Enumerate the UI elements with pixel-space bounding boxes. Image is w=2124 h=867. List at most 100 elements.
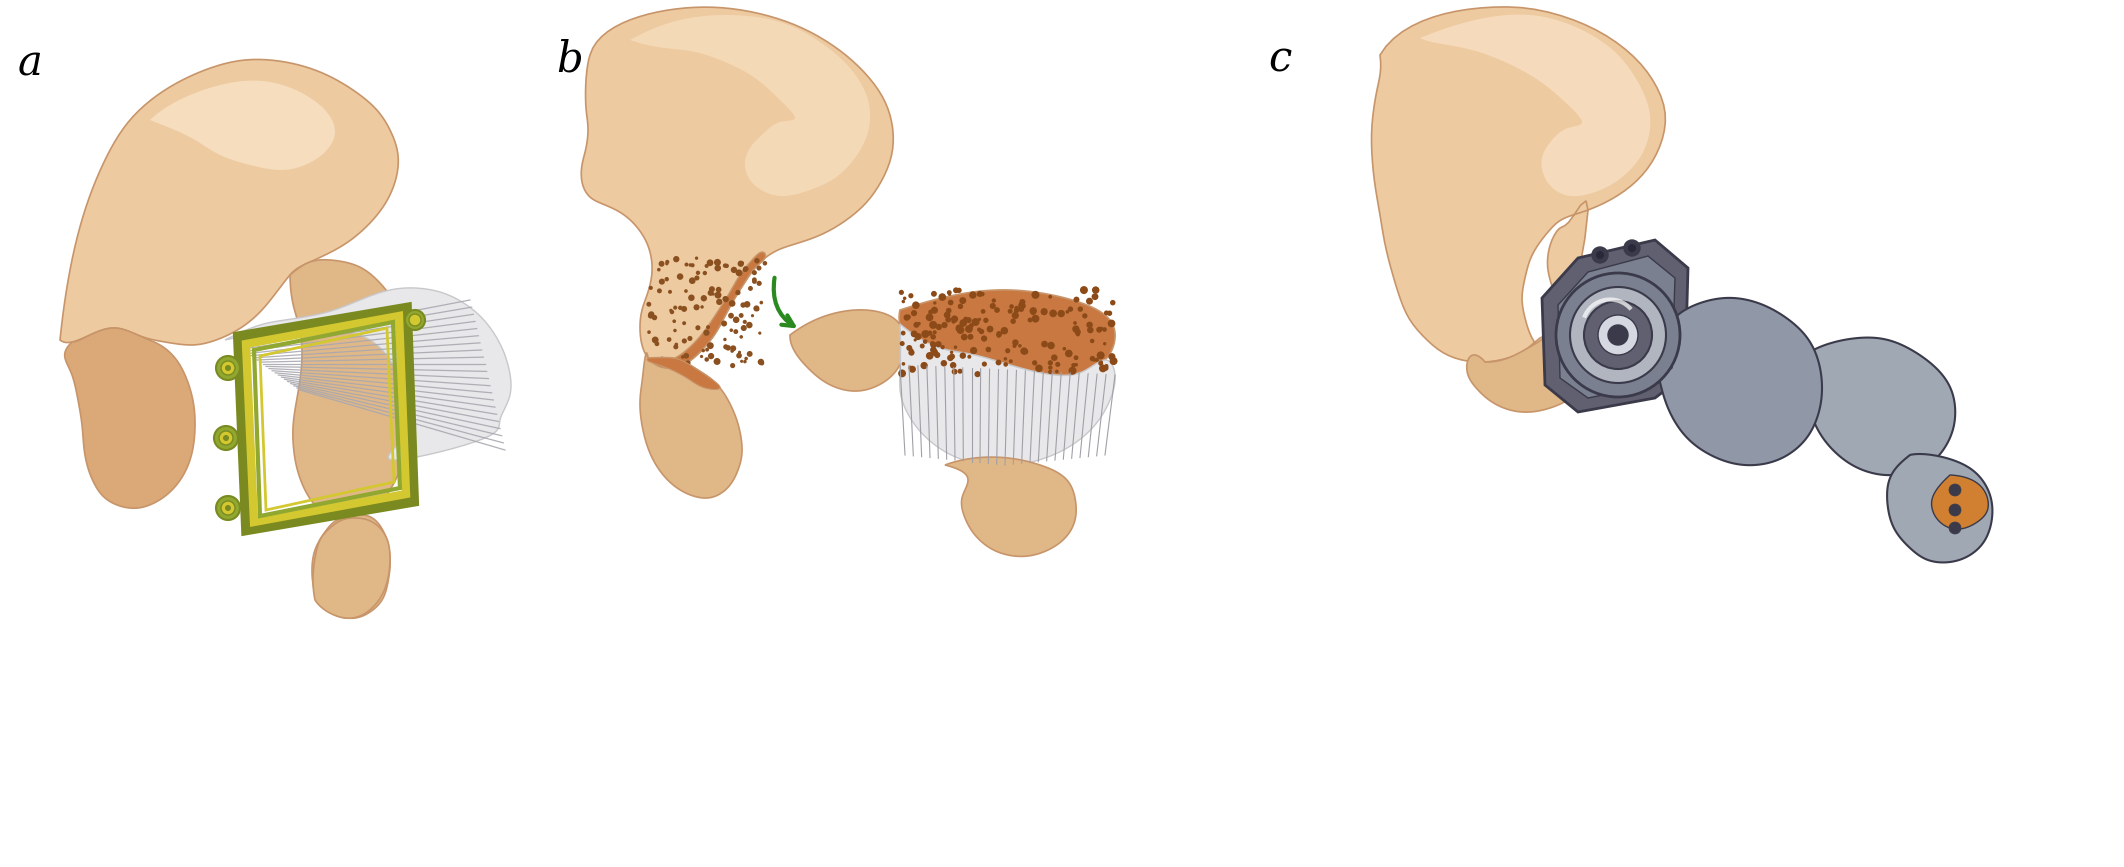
Circle shape — [729, 313, 735, 318]
Circle shape — [939, 293, 945, 301]
Circle shape — [1950, 504, 1960, 516]
Circle shape — [675, 342, 678, 346]
Circle shape — [705, 357, 709, 362]
Circle shape — [1051, 355, 1058, 361]
Circle shape — [1047, 342, 1056, 349]
Polygon shape — [631, 15, 871, 196]
Circle shape — [707, 353, 714, 359]
Circle shape — [223, 435, 229, 441]
Circle shape — [1102, 327, 1107, 332]
Circle shape — [975, 371, 981, 377]
Circle shape — [739, 336, 743, 339]
Circle shape — [1098, 364, 1107, 372]
Circle shape — [1092, 286, 1098, 294]
Polygon shape — [945, 457, 1077, 557]
Circle shape — [735, 270, 743, 277]
Circle shape — [960, 319, 966, 327]
Circle shape — [956, 326, 964, 334]
Circle shape — [648, 330, 650, 334]
Circle shape — [1608, 325, 1627, 345]
Circle shape — [695, 325, 701, 330]
Circle shape — [1028, 317, 1032, 323]
Circle shape — [752, 277, 756, 282]
Circle shape — [956, 324, 962, 332]
Circle shape — [1056, 369, 1058, 374]
Circle shape — [682, 321, 686, 325]
Polygon shape — [1799, 337, 1956, 475]
Circle shape — [928, 310, 932, 315]
Circle shape — [1102, 342, 1107, 345]
Circle shape — [1022, 349, 1028, 355]
Circle shape — [969, 323, 975, 328]
Circle shape — [930, 290, 937, 297]
Circle shape — [756, 308, 758, 311]
Circle shape — [1104, 364, 1109, 368]
Circle shape — [1015, 306, 1020, 310]
Circle shape — [922, 330, 928, 338]
Circle shape — [930, 349, 939, 356]
Circle shape — [1068, 306, 1073, 312]
Circle shape — [1017, 344, 1022, 348]
Circle shape — [690, 264, 695, 267]
Circle shape — [682, 355, 684, 359]
Circle shape — [658, 261, 665, 267]
Circle shape — [922, 339, 928, 344]
Circle shape — [996, 331, 1003, 337]
Circle shape — [709, 286, 716, 292]
Circle shape — [1007, 309, 1013, 314]
Polygon shape — [312, 515, 391, 618]
Circle shape — [1073, 297, 1079, 303]
Circle shape — [1092, 293, 1098, 300]
Circle shape — [705, 348, 709, 352]
Circle shape — [1013, 344, 1017, 348]
Circle shape — [735, 290, 741, 295]
Circle shape — [754, 258, 760, 264]
Circle shape — [1073, 355, 1079, 360]
Circle shape — [656, 289, 663, 293]
Circle shape — [688, 336, 692, 341]
Circle shape — [739, 360, 743, 363]
Circle shape — [901, 330, 905, 336]
Circle shape — [930, 342, 937, 349]
Circle shape — [701, 305, 703, 309]
Circle shape — [909, 349, 913, 352]
Circle shape — [926, 352, 935, 360]
Circle shape — [686, 361, 690, 365]
Circle shape — [678, 305, 682, 310]
Circle shape — [1073, 325, 1079, 333]
Polygon shape — [648, 357, 720, 389]
Polygon shape — [151, 81, 336, 170]
Circle shape — [1017, 302, 1026, 309]
Circle shape — [217, 356, 240, 380]
Circle shape — [918, 322, 922, 325]
Polygon shape — [1657, 298, 1822, 466]
Circle shape — [1030, 307, 1037, 315]
Circle shape — [1032, 291, 1039, 299]
Circle shape — [701, 355, 703, 358]
Circle shape — [716, 298, 722, 305]
Circle shape — [756, 265, 763, 271]
Polygon shape — [225, 288, 512, 460]
Circle shape — [898, 290, 905, 295]
Circle shape — [684, 263, 688, 266]
Circle shape — [1077, 306, 1083, 312]
Polygon shape — [1372, 7, 1665, 376]
Circle shape — [752, 271, 756, 275]
Circle shape — [746, 322, 752, 329]
Circle shape — [911, 310, 918, 316]
Circle shape — [1557, 273, 1680, 397]
Circle shape — [1005, 357, 1007, 361]
Circle shape — [1011, 312, 1020, 319]
Circle shape — [935, 352, 941, 358]
Circle shape — [901, 341, 905, 346]
Circle shape — [1005, 349, 1011, 354]
Circle shape — [1085, 297, 1094, 304]
Polygon shape — [898, 290, 1115, 375]
Circle shape — [909, 366, 913, 370]
Circle shape — [1011, 318, 1015, 324]
Polygon shape — [312, 518, 391, 618]
Circle shape — [988, 326, 994, 332]
Circle shape — [949, 354, 956, 360]
Circle shape — [945, 308, 952, 313]
Circle shape — [648, 311, 654, 317]
